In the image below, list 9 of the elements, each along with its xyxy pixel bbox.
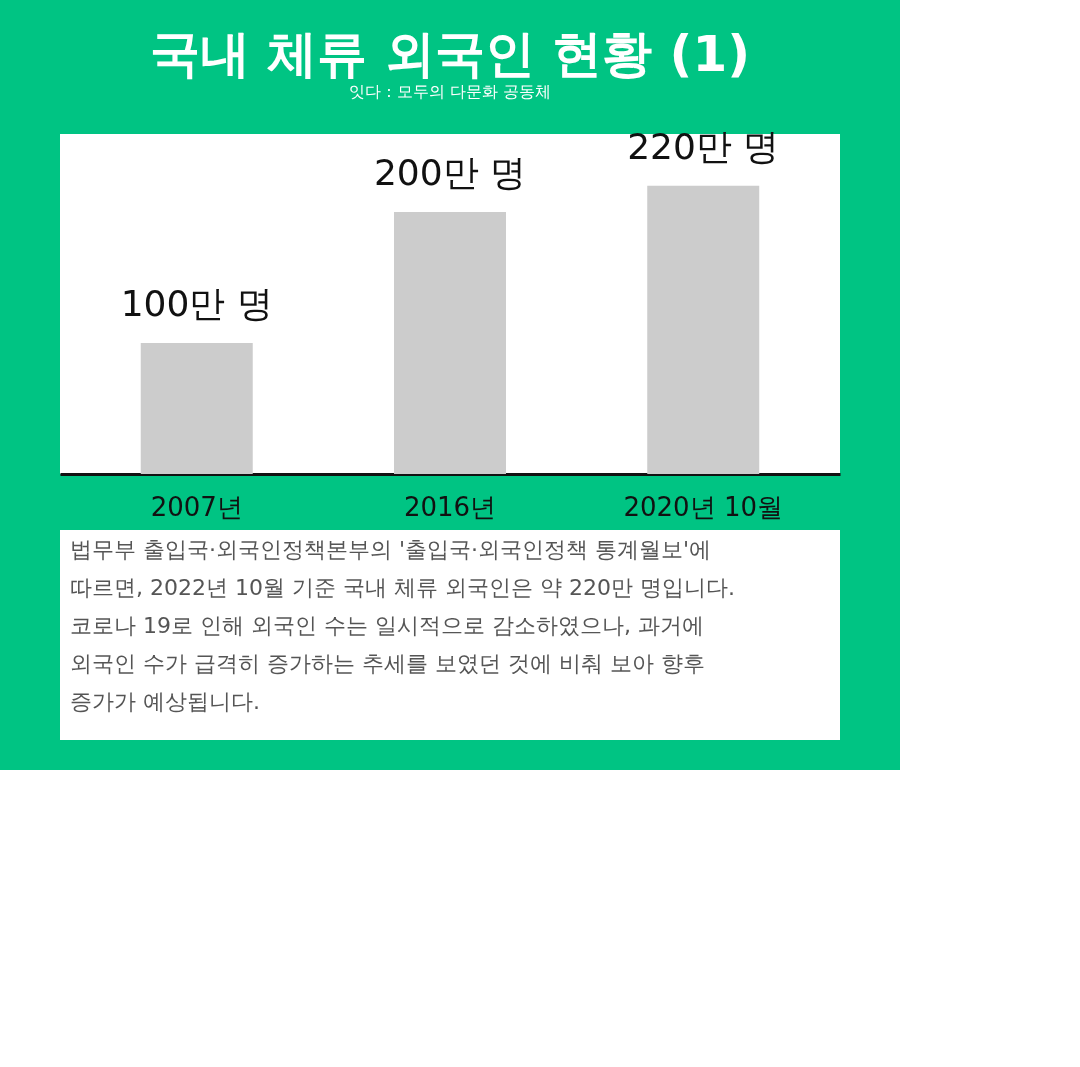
- x-tick-label: 2020년 10월: [623, 491, 784, 522]
- x-tick-label: 2016년: [403, 491, 497, 522]
- chart-subtitle: 잇다 : 모두의 다문화 공동체: [349, 81, 551, 101]
- data-label: 200만 명: [373, 152, 527, 194]
- data-label: 100만 명: [120, 283, 273, 325]
- text: 법무부 출입국·외국인정책본부의 '출입국·외국인정책 통계월보'에 따르면, 2022년 10월 기준 국내 체류 외국인은 약 220만 명입니다. 코로나 19로 인해 외국인 수는 일시적으로 감소하였으나, 과거에 외국인 수가 급격히 증가하는 추세를 보였던 것에 비춰 보아 향후 증가가 예상됩니다.: [70, 537, 735, 714]
- x-tick-label: 2007년: [150, 491, 243, 522]
- chart-title: 국내 체류 외국인 현황 (1): [149, 24, 751, 83]
- data-label: 220만 명: [627, 125, 780, 167]
